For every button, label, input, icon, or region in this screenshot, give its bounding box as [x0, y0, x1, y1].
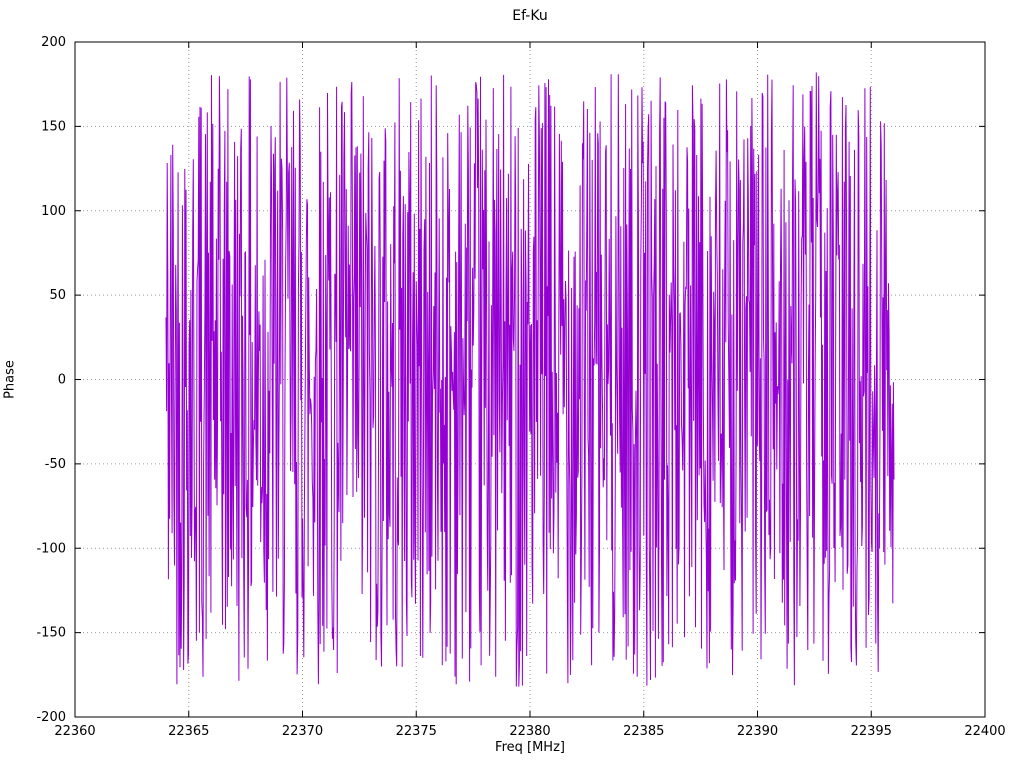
y-tick-label: -150	[36, 626, 66, 641]
x-tick-label: 22395	[851, 724, 892, 739]
x-tick-label: 22380	[509, 724, 550, 739]
x-tick-label: 22400	[964, 724, 1005, 739]
y-tick-label: -200	[36, 710, 66, 725]
data-series	[165, 72, 895, 687]
x-tick-label: 22360	[54, 724, 95, 739]
x-tick-label: 22390	[737, 724, 778, 739]
x-tick-labels: 22360 22365 22370 22375 22380 22385 22390 22395…	[54, 724, 1005, 739]
x-tick-label: 22375	[396, 724, 437, 739]
y-tick-label: -50	[45, 457, 66, 472]
y-tick-label: 200	[41, 35, 66, 50]
tick-marks	[74, 41, 986, 718]
y-tick-label: 100	[41, 204, 66, 219]
y-tick-label: 0	[58, 373, 66, 388]
y-axis-label: Phase	[2, 360, 18, 399]
x-tick-label: 22365	[168, 724, 209, 739]
x-axis-label: Freq [MHz]	[495, 740, 565, 755]
x-tick-label: 22385	[623, 724, 664, 739]
y-tick-labels: -200 -150 -100 -50 0 50 100 150 200	[36, 35, 66, 725]
y-tick-label: 150	[41, 119, 66, 134]
y-tick-label: 50	[49, 288, 66, 303]
x-tick-label: 22370	[282, 724, 323, 739]
chart-title: Ef-Ku	[512, 8, 548, 24]
y-tick-label: -100	[36, 541, 66, 556]
